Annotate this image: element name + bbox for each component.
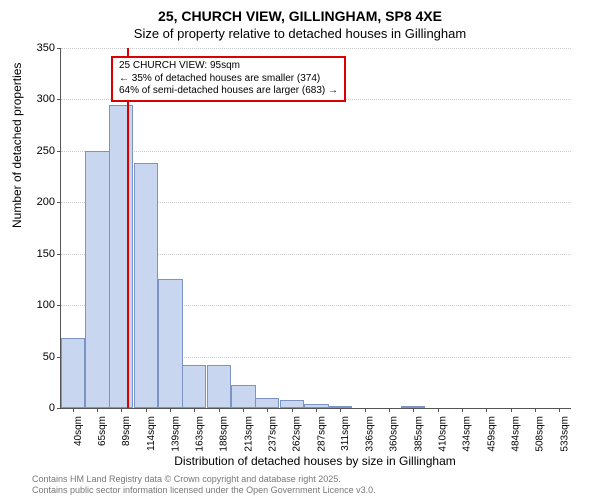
- callout-line-1: 25 CHURCH VIEW: 95sqm: [119, 60, 338, 73]
- y-tick-label: 150: [37, 248, 61, 260]
- x-tick-label: 484sqm: [511, 416, 522, 452]
- x-tick: [267, 408, 268, 412]
- x-tick: [340, 408, 341, 412]
- x-tick: [73, 408, 74, 412]
- x-tick-label: 139sqm: [170, 416, 181, 452]
- x-tick-label: 360sqm: [389, 416, 400, 452]
- histogram-bar: [109, 105, 133, 408]
- x-tick: [194, 408, 195, 412]
- footer-line-1: Contains HM Land Registry data © Crown c…: [32, 474, 376, 485]
- histogram-bar: [207, 365, 231, 408]
- x-tick: [389, 408, 390, 412]
- histogram-bar: [255, 398, 279, 408]
- y-tick-label: 100: [37, 299, 61, 311]
- x-tick: [486, 408, 487, 412]
- callout-line-2: ← 35% of detached houses are smaller (37…: [119, 73, 338, 86]
- y-tick-label: 250: [37, 145, 61, 157]
- y-tick-label: 0: [49, 402, 61, 414]
- y-tick-label: 200: [37, 196, 61, 208]
- x-tick: [316, 408, 317, 412]
- histogram-bar: [231, 385, 255, 408]
- x-tick: [413, 408, 414, 412]
- histogram-bar: [280, 400, 304, 408]
- x-tick: [146, 408, 147, 412]
- plot-area: 05010015020025030035040sqm65sqm89sqm114s…: [60, 48, 571, 409]
- x-tick: [438, 408, 439, 412]
- gridline: [61, 48, 571, 49]
- x-tick-label: 237sqm: [267, 416, 278, 452]
- x-tick-label: 508sqm: [535, 416, 546, 452]
- reference-marker: [127, 48, 129, 408]
- x-tick: [292, 408, 293, 412]
- footer-line-2: Contains public sector information licen…: [32, 485, 376, 496]
- y-tick-label: 50: [43, 351, 61, 363]
- chart-title: 25, CHURCH VIEW, GILLINGHAM, SP8 4XE: [0, 8, 600, 24]
- x-tick-label: 89sqm: [121, 416, 132, 446]
- x-tick-label: 385sqm: [413, 416, 424, 452]
- chart-container: 25, CHURCH VIEW, GILLINGHAM, SP8 4XE Siz…: [0, 0, 600, 500]
- x-tick-label: 434sqm: [462, 416, 473, 452]
- x-tick: [511, 408, 512, 412]
- x-axis-label: Distribution of detached houses by size …: [60, 454, 570, 468]
- x-tick: [462, 408, 463, 412]
- marker-callout: 25 CHURCH VIEW: 95sqm ← 35% of detached …: [111, 56, 346, 102]
- x-tick: [97, 408, 98, 412]
- x-tick-label: 262sqm: [292, 416, 303, 452]
- x-tick-label: 410sqm: [438, 416, 449, 452]
- x-tick: [365, 408, 366, 412]
- callout-line-3: 64% of semi-detached houses are larger (…: [119, 85, 338, 98]
- x-tick: [243, 408, 244, 412]
- chart-subtitle: Size of property relative to detached ho…: [0, 26, 600, 41]
- histogram-bar: [134, 163, 158, 408]
- y-axis-label: Number of detached properties: [10, 63, 24, 228]
- x-tick-label: 459sqm: [486, 416, 497, 452]
- x-tick-label: 188sqm: [219, 416, 230, 452]
- x-tick-label: 533sqm: [559, 416, 570, 452]
- y-tick-label: 300: [37, 93, 61, 105]
- histogram-bar: [182, 365, 206, 408]
- gridline: [61, 151, 571, 152]
- x-tick-label: 336sqm: [365, 416, 376, 452]
- x-tick-label: 287sqm: [316, 416, 327, 452]
- y-tick-label: 350: [37, 42, 61, 54]
- histogram-bar: [61, 338, 85, 408]
- footer-attribution: Contains HM Land Registry data © Crown c…: [32, 474, 376, 496]
- x-tick-label: 65sqm: [97, 416, 108, 446]
- x-tick-label: 213sqm: [243, 416, 254, 452]
- x-tick-label: 114sqm: [146, 416, 157, 451]
- x-tick-label: 311sqm: [340, 416, 351, 451]
- x-tick: [219, 408, 220, 412]
- x-tick: [121, 408, 122, 412]
- x-tick: [559, 408, 560, 412]
- histogram-bar: [85, 151, 109, 408]
- x-tick-label: 40sqm: [73, 416, 84, 446]
- x-tick: [535, 408, 536, 412]
- x-tick: [170, 408, 171, 412]
- x-tick-label: 163sqm: [194, 416, 205, 452]
- histogram-bar: [158, 279, 182, 408]
